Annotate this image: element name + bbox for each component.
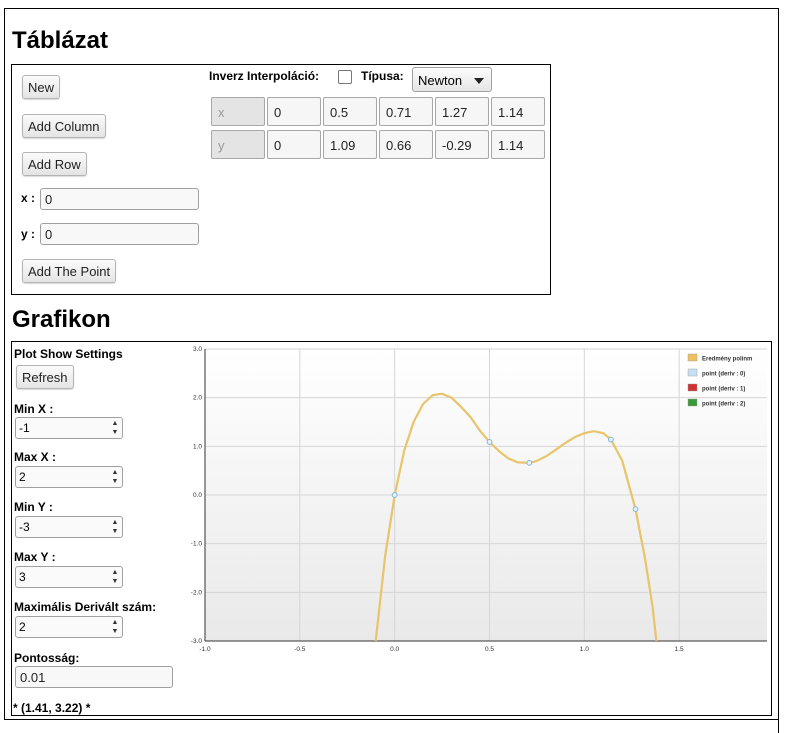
chevron-down-icon xyxy=(474,78,484,84)
x-tick-label: 0.5 xyxy=(485,646,494,653)
plot-section-title: Grafikon xyxy=(12,306,111,333)
plot-settings-label: Plot Show Settings xyxy=(14,347,123,361)
legend-swatch xyxy=(687,353,698,362)
add-column-button[interactable]: Add Column xyxy=(22,114,106,138)
max-x-spinner[interactable]: 2 ▲ ▼ xyxy=(15,466,123,488)
legend-label: Eredmény polinm xyxy=(702,357,752,363)
plot-chart[interactable]: -1.0-0.50.00.51.01.52.03.02.01.00.0-1.0-… xyxy=(177,344,767,659)
legend-swatch xyxy=(687,398,698,407)
table-cell[interactable]: 0 xyxy=(267,97,321,126)
max-y-spinner[interactable]: 3 ▲ ▼ xyxy=(15,566,123,588)
inverse-interpolation-checkbox[interactable] xyxy=(338,70,352,84)
x-tick-label: -1.0 xyxy=(199,646,211,653)
inverse-interpolation-label: Inverz Interpoláció: xyxy=(209,69,320,83)
legend-label: point (deriv : 1) xyxy=(702,387,745,393)
table-cell[interactable]: 1.14 xyxy=(491,130,545,159)
legend-swatch xyxy=(687,383,698,392)
row-header-y: y xyxy=(211,130,265,159)
data-point xyxy=(526,459,533,466)
x-tick-label: 1.0 xyxy=(580,646,589,653)
type-select-value: Newton xyxy=(418,73,463,88)
spinner-arrows-icon[interactable]: ▲ ▼ xyxy=(111,420,119,436)
table-cell[interactable]: 0.5 xyxy=(323,97,377,126)
spinner-arrows-icon[interactable]: ▲ ▼ xyxy=(111,569,119,585)
max-y-label: Max Y : xyxy=(14,550,56,564)
max-x-value: 2 xyxy=(19,470,26,484)
spinner-arrows-icon[interactable]: ▲ ▼ xyxy=(111,619,119,635)
spinner-arrows-icon[interactable]: ▲ ▼ xyxy=(111,469,119,485)
max-deriv-spinner[interactable]: 2 ▲ ▼ xyxy=(15,616,123,638)
x-input[interactable]: 0 xyxy=(40,188,199,210)
legend-label: point (deriv : 2) xyxy=(702,402,745,408)
x-label: x : xyxy=(21,191,36,205)
min-x-value: -1 xyxy=(19,421,30,435)
min-y-value: -3 xyxy=(19,520,30,534)
row-header-x: x xyxy=(211,97,265,126)
min-y-label: Min Y : xyxy=(14,500,53,514)
new-button[interactable]: New xyxy=(22,75,61,99)
table-cell[interactable]: 1.14 xyxy=(491,97,545,126)
x-tick-label: 0.0 xyxy=(390,646,399,653)
y-tick-label: 2.0 xyxy=(193,395,202,402)
y-tick-label: -2.0 xyxy=(191,589,203,596)
right-border xyxy=(778,8,779,733)
type-label: Típusa: xyxy=(361,69,404,83)
data-point xyxy=(391,492,398,498)
spinner-arrows-icon[interactable]: ▲ ▼ xyxy=(111,519,119,535)
data-point xyxy=(632,506,639,513)
min-y-spinner[interactable]: -3 ▲ ▼ xyxy=(15,516,123,538)
legend-swatch xyxy=(687,368,698,377)
table-cell[interactable]: 0.66 xyxy=(379,130,433,159)
max-deriv-label: Maximális Derivált szám: xyxy=(14,600,157,614)
table-section-title: Táblázat xyxy=(12,27,109,54)
max-deriv-value: 2 xyxy=(19,620,26,634)
y-tick-label: 0.0 xyxy=(193,492,202,499)
plot-panel: Plot Show Settings Refresh Min X : -1 ▲ ▼… xyxy=(11,341,772,716)
legend-label: point (deriv : 0) xyxy=(702,372,745,378)
page-frame xyxy=(4,8,779,720)
precision-label: Pontosság: xyxy=(14,651,80,665)
y-tick-label: 3.0 xyxy=(193,346,202,353)
data-point xyxy=(486,439,493,445)
y-tick-label: -3.0 xyxy=(191,638,203,645)
y-tick-label: -1.0 xyxy=(191,541,203,548)
precision-input[interactable]: 0.01 xyxy=(15,666,173,688)
y-input[interactable]: 0 xyxy=(40,223,199,245)
x-tick-label: 1.5 xyxy=(675,646,684,653)
table-cell[interactable]: -0.29 xyxy=(435,130,489,159)
max-x-label: Max X : xyxy=(14,450,57,464)
table-panel: New Add Column Add Row x : 0 y : 0 Add T… xyxy=(11,64,551,295)
add-row-button[interactable]: Add Row xyxy=(22,152,87,176)
table-cell[interactable]: 1.27 xyxy=(435,97,489,126)
min-x-label: Min X : xyxy=(14,402,54,416)
y-label: y : xyxy=(21,227,36,241)
table-cell[interactable]: 1.09 xyxy=(323,130,377,159)
min-x-spinner[interactable]: -1 ▲ ▼ xyxy=(15,417,123,439)
table-cell[interactable]: 0.71 xyxy=(379,97,433,126)
table-cell[interactable]: 0 xyxy=(267,130,321,159)
x-tick-label: -0.5 xyxy=(294,646,306,653)
cursor-readout: * (1.41, 3.22) * xyxy=(13,701,91,715)
type-select[interactable]: Newton xyxy=(412,67,492,92)
y-tick-label: 1.0 xyxy=(193,443,202,450)
data-point xyxy=(607,436,614,443)
refresh-button[interactable]: Refresh xyxy=(16,365,74,389)
max-y-value: 3 xyxy=(19,570,26,584)
add-point-button[interactable]: Add The Point xyxy=(22,259,117,283)
